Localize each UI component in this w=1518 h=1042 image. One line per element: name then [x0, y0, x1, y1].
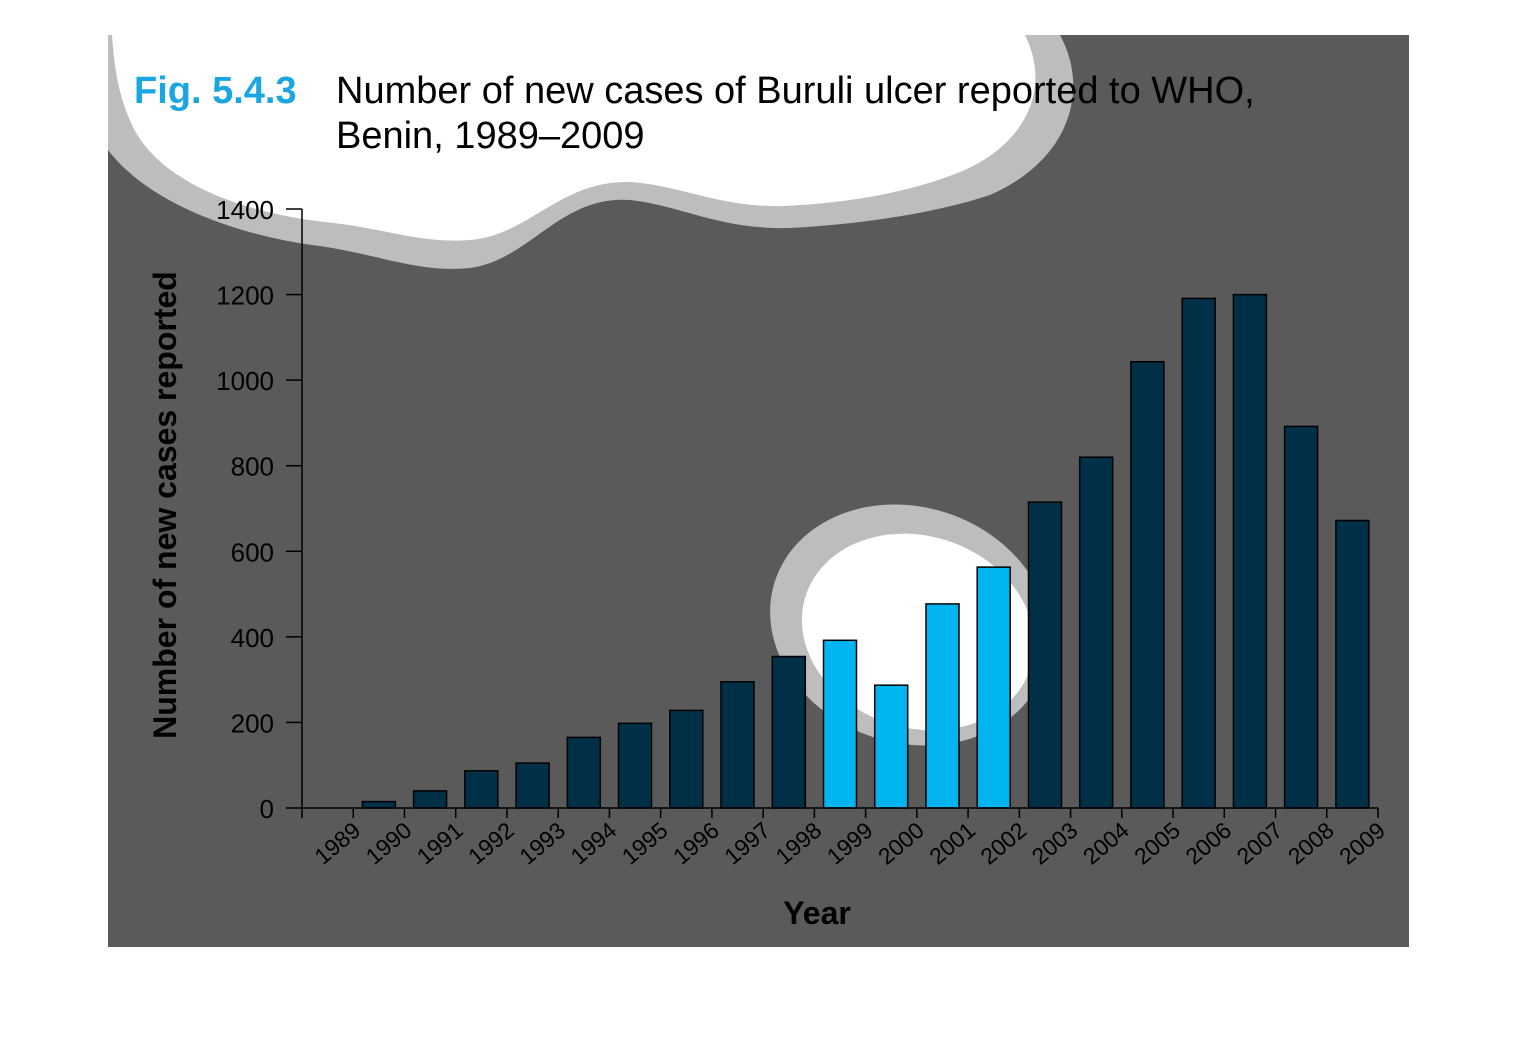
bar-2003 [1027, 501, 1063, 809]
bar-1993 [515, 762, 550, 809]
bar-2006 [1181, 297, 1216, 809]
x-axis-title: Year [783, 895, 851, 931]
title-cloud [112, 35, 1036, 241]
bar-1991 [412, 790, 448, 809]
bar-1996 [669, 709, 704, 809]
bar-1998 [771, 655, 807, 809]
y-tick-label-1000: 1000 [216, 366, 274, 396]
figure-title-line-1: Number of new cases of Buruli ulcer repo… [336, 70, 1255, 112]
bar-2007 [1232, 293, 1268, 809]
bar-1995 [617, 722, 653, 809]
bar-2001 [925, 603, 960, 809]
y-tick-label-200: 200 [231, 708, 274, 738]
y-tick-label-800: 800 [231, 452, 274, 482]
y-tick-label-0: 0 [260, 794, 274, 824]
bar-1992 [464, 770, 499, 809]
bar-2000 [873, 684, 909, 809]
bar-1999 [822, 639, 858, 809]
plot-area: 0200400600800100012001400198919901991199… [216, 195, 1390, 870]
bar-1990 [361, 800, 397, 809]
figure-label: Fig. 5.4.3 [134, 70, 297, 112]
bar-2009 [1335, 519, 1370, 809]
y-tick-label-600: 600 [231, 537, 274, 567]
y-tick-label-1200: 1200 [216, 281, 274, 311]
bar-2008 [1283, 425, 1319, 809]
y-tick-label-400: 400 [231, 623, 274, 653]
y-axis-title: Number of new cases reported [147, 271, 183, 739]
bar-1997 [720, 681, 755, 809]
figure-title-line-2: Benin, 1989–2009 [336, 115, 645, 157]
bar-2002 [976, 566, 1011, 809]
highlight-spotlight [801, 533, 1035, 731]
bar-2004 [1078, 456, 1114, 809]
bar-1994 [566, 736, 602, 809]
bar-2005 [1130, 360, 1165, 809]
y-tick-label-1400: 1400 [216, 195, 274, 225]
